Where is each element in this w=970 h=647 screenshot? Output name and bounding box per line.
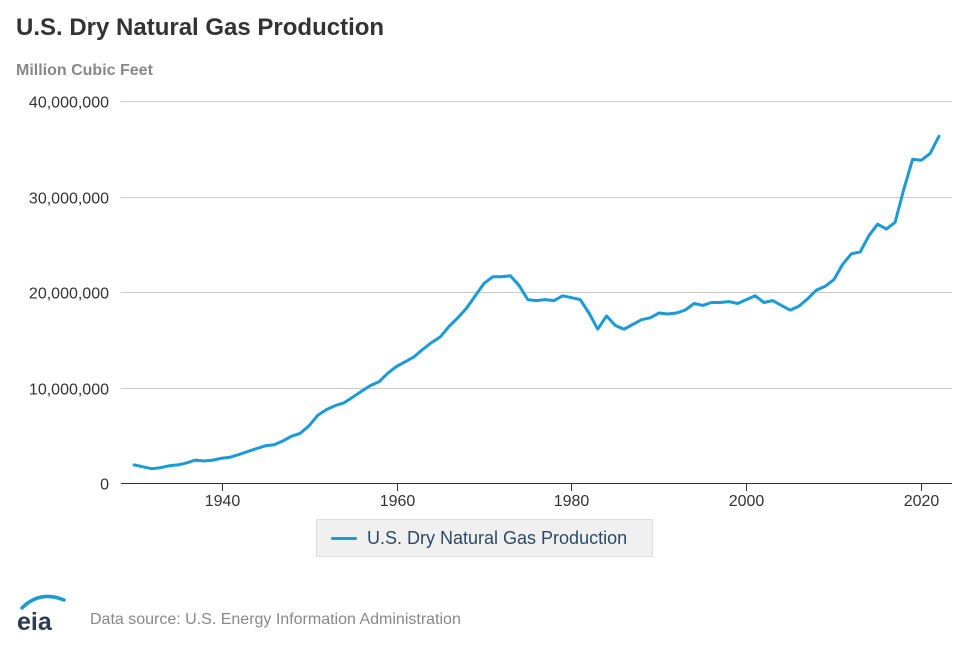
x-tick-label: 1980 (554, 493, 590, 510)
y-tick-label: 0 (100, 477, 109, 494)
grid-lines (121, 101, 952, 389)
y-tick-label: 20,000,000 (29, 286, 109, 303)
logo-text: eia (17, 608, 53, 634)
legend[interactable]: U.S. Dry Natural Gas Production (316, 519, 653, 557)
x-tick-label: 2000 (729, 493, 765, 510)
legend-swatch (331, 536, 357, 540)
data-source: Data source: U.S. Energy Information Adm… (90, 611, 461, 628)
y-axis-labels: 0 10,000,000 20,000,000 30,000,000 40,000,00… (29, 95, 109, 494)
series-line (132, 134, 941, 471)
series-group (132, 134, 941, 471)
y-tick-label: 30,000,000 (29, 191, 109, 208)
logo-arc (20, 594, 66, 610)
x-axis: 1940 1960 1980 2000 2020 (121, 483, 952, 510)
y-tick-label: 40,000,000 (29, 95, 109, 112)
x-tick-label: 1960 (380, 493, 416, 510)
chart-subtitle: Million Cubic Feet (16, 62, 153, 79)
chart-title: U.S. Dry Natural Gas Production (16, 14, 385, 41)
legend-label: U.S. Dry Natural Gas Production (367, 527, 628, 548)
x-tick-label: 2020 (904, 493, 940, 510)
x-tick-label: 1940 (205, 493, 241, 510)
y-tick-label: 10,000,000 (29, 382, 109, 399)
eia-logo: eia (17, 594, 66, 634)
